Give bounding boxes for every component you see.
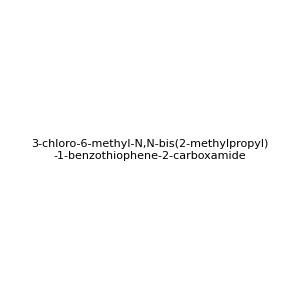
Text: 3-chloro-6-methyl-N,N-bis(2-methylpropyl)
-1-benzothiophene-2-carboxamide: 3-chloro-6-methyl-N,N-bis(2-methylpropyl… — [31, 139, 269, 161]
